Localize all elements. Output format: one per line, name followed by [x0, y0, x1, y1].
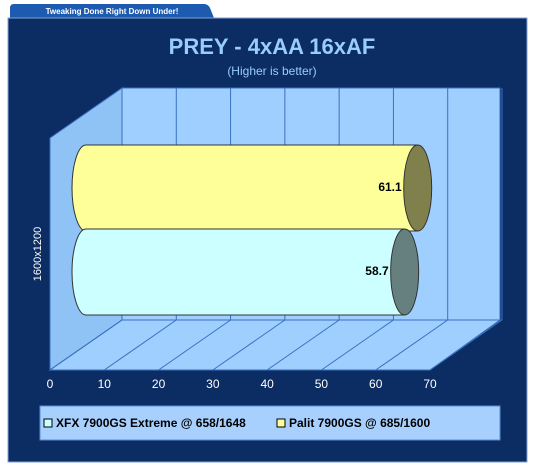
floor [48, 319, 502, 371]
value-label: 61.1 [378, 180, 402, 194]
bar [71, 228, 406, 316]
bar-cap [403, 144, 433, 232]
watermark: Tweaking Done Right Down Under! [46, 7, 179, 16]
grid-line [104, 319, 177, 371]
grid-line [158, 319, 231, 371]
x-tick-label: 20 [152, 377, 166, 391]
x-tick-label: 30 [206, 377, 220, 391]
chart-subtitle: (Higher is better) [227, 64, 316, 78]
grid-line [212, 319, 286, 371]
grid-line [321, 319, 394, 371]
x-tick-label: 40 [260, 377, 274, 391]
category-label: 1600x1200 [32, 227, 44, 281]
x-tick-label: 0 [47, 377, 54, 391]
grid-line [49, 319, 123, 371]
grid-line [429, 319, 503, 371]
legend-swatch [276, 418, 286, 428]
value-label: 58.7 [365, 264, 389, 278]
grid-line [375, 319, 448, 371]
legend [39, 405, 501, 441]
legend-swatch [43, 418, 53, 428]
bar-cap [390, 228, 420, 316]
tab [10, 4, 214, 18]
x-tick-label: 10 [98, 377, 112, 391]
bar [71, 144, 419, 232]
chart-title: PREY - 4xAA 16xAF [169, 34, 376, 59]
grid-line [266, 319, 340, 371]
x-tick-label: 70 [423, 377, 437, 391]
x-tick-label: 60 [369, 377, 383, 391]
legend-label: Palit 7900GS @ 685/1600 [289, 416, 430, 430]
x-tick-label: 50 [315, 377, 329, 391]
legend-label: XFX 7900GS Extreme @ 658/1648 [56, 416, 246, 430]
